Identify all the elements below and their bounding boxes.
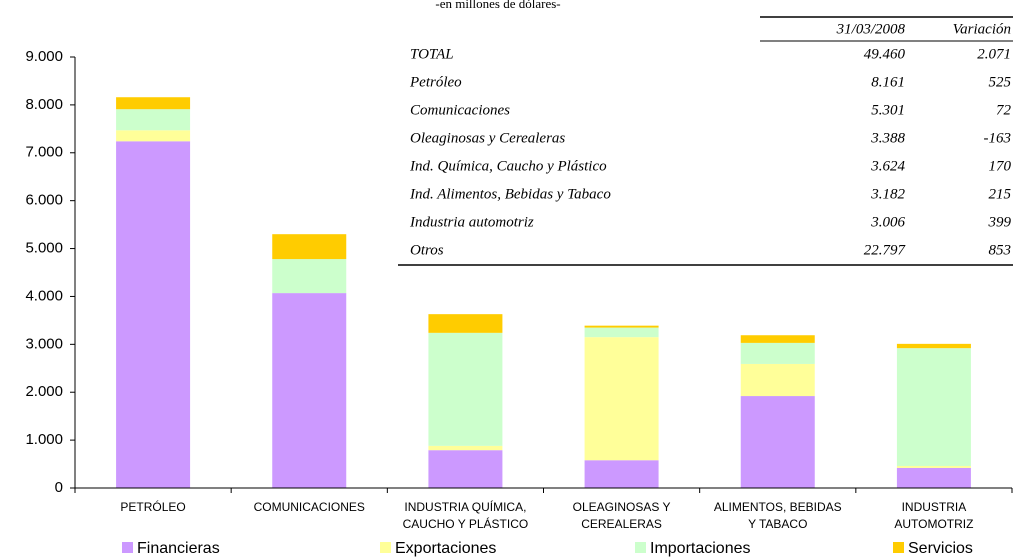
bar-segment [272, 234, 347, 260]
bar-segment [116, 97, 191, 110]
bar-segment [896, 467, 971, 488]
table-cell: Industria automotriz [409, 214, 534, 230]
bar-segment [272, 259, 347, 294]
chart-subtitle: -en millones de dólares- [435, 0, 560, 11]
table-cell: Oleaginosas y Cerealeras [410, 130, 565, 146]
table-cell: 3.388 [870, 130, 905, 146]
bar-segment [896, 465, 971, 468]
legend-swatch [122, 542, 133, 553]
y-tick-label: 7.000 [25, 144, 63, 161]
table-cell: 3.182 [870, 186, 905, 202]
bar-segment [428, 450, 503, 488]
table-cell: 853 [989, 242, 1012, 258]
y-tick-label: 6.000 [25, 192, 63, 209]
bar-segment [740, 363, 815, 397]
legend-swatch [893, 542, 904, 553]
legend-swatch [380, 542, 391, 553]
x-tick-label: INDUSTRIA AUTOMOTRIZ [894, 500, 974, 531]
y-tick-label: 0 [55, 479, 63, 496]
x-tick-label: OLEAGINOSAS Y CEREALERAS [572, 500, 671, 531]
x-tick-label: PETRÓLEO [120, 500, 186, 514]
bar-segment [896, 348, 971, 466]
table-cell: TOTAL [410, 46, 454, 62]
table-cell: 399 [988, 214, 1012, 230]
y-tick-label: 1.000 [25, 431, 63, 448]
bar-segment [116, 130, 191, 142]
table-cell: 5.301 [871, 102, 905, 118]
table-cell: 72 [996, 102, 1012, 118]
bar-segment [896, 343, 971, 349]
x-tick-label: ALIMENTOS, BEBIDAS Y TABACO [713, 500, 842, 531]
bar-segment [272, 293, 347, 488]
bar-segment [740, 396, 815, 488]
bar-segment [584, 460, 659, 488]
y-tick-label: 3.000 [25, 335, 63, 352]
legend-label: Exportaciones [395, 540, 496, 557]
bar-segment [584, 337, 659, 461]
bar-segment [584, 325, 659, 328]
table-cell: 525 [989, 74, 1012, 90]
y-tick-label: 8.000 [25, 96, 63, 113]
bar-segment [740, 342, 815, 364]
bar-segment [116, 141, 191, 489]
bar-segment [116, 109, 191, 131]
bar-segment [428, 445, 503, 451]
table-cell: 2.071 [977, 46, 1011, 62]
legend-swatch [635, 542, 646, 553]
legend-label: Financieras [137, 540, 220, 557]
table-cell: 22.797 [864, 242, 907, 258]
table-cell: 8.161 [871, 74, 905, 90]
y-tick-label: 4.000 [25, 287, 63, 304]
table-cell: 3.624 [870, 158, 905, 174]
bar-segment [428, 332, 503, 446]
table-cell: Otros [410, 242, 444, 258]
table-header: 31/03/2008 [836, 21, 906, 37]
table-header: Variación [953, 21, 1011, 37]
table-cell: Ind. Alimentos, Bebidas y Tabaco [409, 186, 611, 202]
table-cell: -163 [984, 130, 1012, 146]
table-background [398, 14, 1013, 263]
x-tick-label: INDUSTRIA QUÍMICA, CAUCHO Y PLÁSTICO [402, 500, 529, 531]
table-cell: 215 [989, 186, 1012, 202]
y-tick-label: 2.000 [25, 383, 63, 400]
y-tick-label: 5.000 [25, 240, 63, 257]
x-tick-label: COMUNICACIONES [253, 500, 365, 514]
table-cell: Petróleo [409, 74, 462, 90]
y-tick-label: 9.000 [25, 48, 63, 65]
legend-label: Importaciones [650, 540, 751, 557]
bar-segment [584, 327, 659, 338]
table-cell: Ind. Química, Caucho y Plástico [409, 158, 607, 174]
legend-label: Servicios [908, 540, 973, 557]
bar-segment [740, 335, 815, 343]
table-cell: 3.006 [870, 214, 905, 230]
table-cell: 170 [989, 158, 1012, 174]
table-cell: Comunicaciones [410, 102, 510, 118]
table-cell: 49.460 [864, 46, 906, 62]
bar-segment [428, 314, 503, 333]
